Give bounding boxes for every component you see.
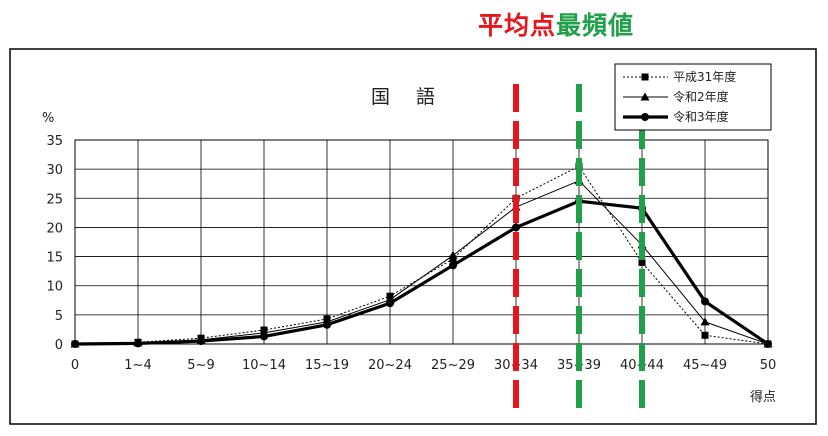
- x-tick-label: 20~24: [368, 358, 412, 373]
- y-tick-label: 0: [55, 338, 63, 353]
- circle-marker: [260, 332, 268, 341]
- circle-marker: [701, 297, 709, 306]
- circle-marker: [197, 337, 205, 346]
- y-tick-label: 35: [46, 134, 63, 149]
- x-tick-label: 1~4: [124, 358, 151, 373]
- x-tick-label: 15~19: [305, 358, 349, 373]
- reference-lines-layer: [513, 84, 645, 412]
- x-tick-label: 25~29: [431, 358, 475, 373]
- series-line: [74, 199, 769, 346]
- grid-layer: [74, 139, 769, 345]
- circle-marker: [71, 340, 79, 348]
- average-label: 平均点: [478, 11, 557, 40]
- x-tick-label: 10~14: [242, 358, 286, 373]
- y-tick-label: 25: [46, 192, 63, 207]
- legend-label: 令和3年度: [673, 109, 729, 124]
- chart-title: 国 語: [371, 86, 445, 108]
- header-labels: 平均点最頻値: [478, 6, 634, 42]
- x-tick-label: 0: [71, 358, 79, 373]
- square-marker: [638, 258, 646, 266]
- circle-marker: [641, 113, 649, 121]
- mode-label: 最頻値: [556, 11, 635, 40]
- triangle-marker: [700, 317, 710, 326]
- x-axis-label: 得点: [750, 389, 776, 405]
- circle-marker: [134, 339, 142, 348]
- y-tick-label: 10: [46, 280, 63, 295]
- x-tick-label: 45~49: [683, 358, 727, 373]
- circle-marker: [386, 299, 394, 308]
- y-tick-label: 5: [55, 309, 63, 324]
- legend-label: 令和2年度: [673, 89, 729, 104]
- square-marker: [701, 331, 709, 339]
- circle-marker: [449, 261, 457, 270]
- triangle-marker: [640, 92, 650, 101]
- circle-marker: [323, 320, 331, 329]
- circle-marker: [764, 340, 772, 348]
- y-tick-label: 30: [46, 163, 63, 178]
- x-tick-label: 50: [760, 358, 777, 373]
- x-tick-label: 5~9: [187, 358, 214, 373]
- square-marker: [641, 73, 649, 81]
- legend-label: 平成31年度: [673, 69, 736, 84]
- y-tick-label: 20: [46, 221, 63, 236]
- circle-marker: [512, 223, 520, 232]
- y-axis-label: %: [42, 111, 54, 126]
- triangle-marker: [448, 250, 458, 259]
- y-tick-label: 15: [46, 251, 63, 266]
